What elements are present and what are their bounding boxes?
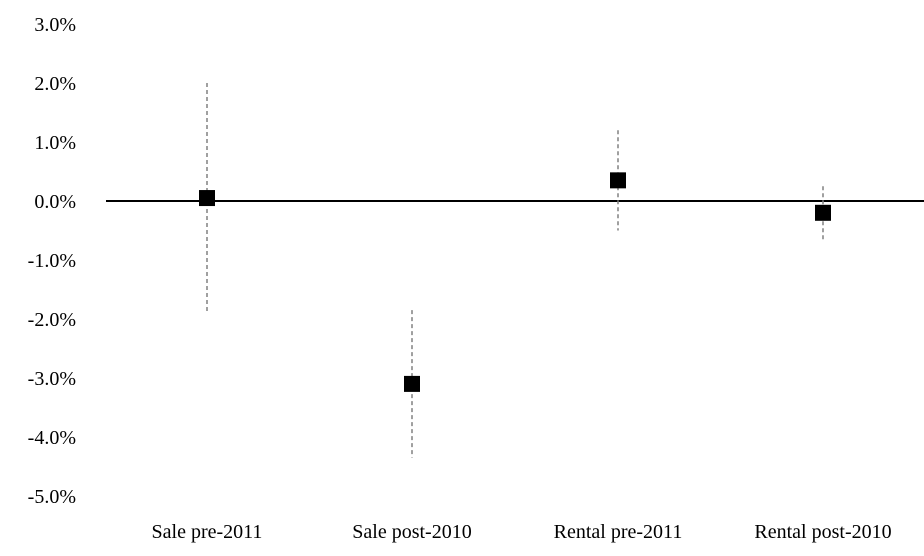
data-point	[815, 204, 831, 221]
y-tick-label: -2.0%	[28, 309, 76, 331]
y-tick-label: -3.0%	[28, 368, 76, 390]
data-point	[610, 172, 626, 189]
y-tick-label: 2.0%	[34, 73, 76, 95]
y-tick-label: 0.0%	[34, 191, 76, 213]
x-category-label: Sale pre-2011	[152, 521, 263, 543]
data-markers	[199, 172, 831, 392]
error-bars	[206, 83, 824, 458]
y-tick-label: 3.0%	[34, 14, 76, 36]
data-point	[404, 375, 420, 392]
x-category-label: Rental pre-2011	[554, 521, 683, 543]
data-point	[199, 190, 215, 207]
x-category-label: Sale post-2010	[352, 521, 471, 543]
y-tick-label: 1.0%	[34, 132, 76, 154]
y-tick-label: -1.0%	[28, 250, 76, 272]
x-axis-labels: Sale pre-2011 Sale post-2010 Rental pre-20…	[152, 521, 892, 543]
x-category-label: Rental post-2010	[754, 521, 891, 543]
y-axis-ticks: 3.0% 2.0% 1.0% 0.0% -1.0% -2.0% -3.0% -4.0% -5.0…	[28, 14, 76, 508]
y-tick-label: -4.0%	[28, 427, 76, 449]
y-tick-label: -5.0%	[28, 486, 76, 508]
